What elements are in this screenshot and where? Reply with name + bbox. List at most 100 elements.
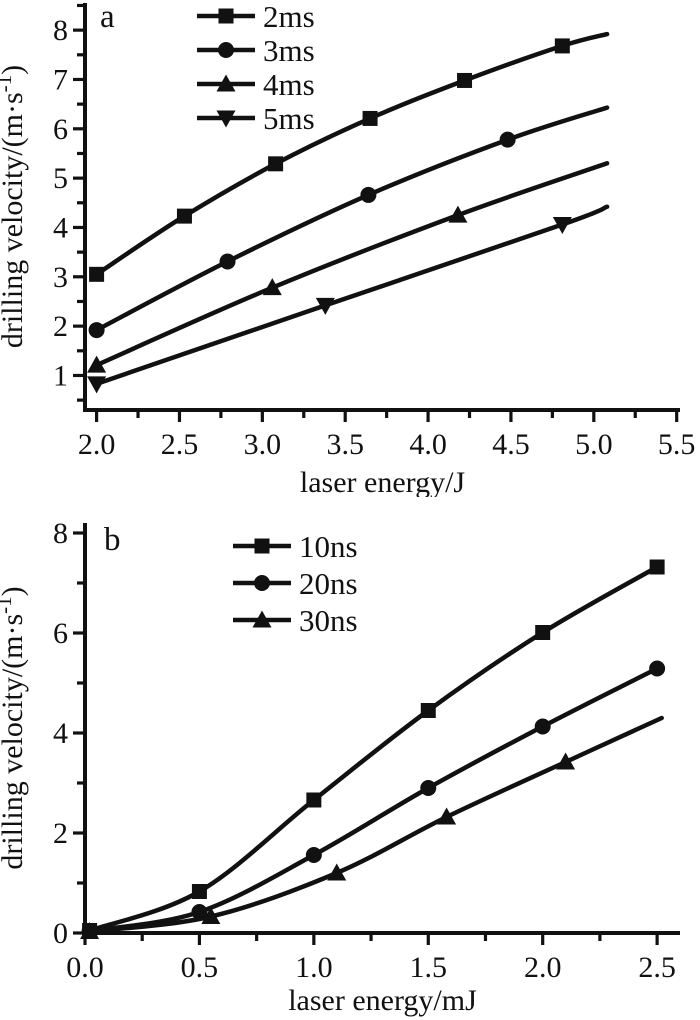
x-tick-label: 0.5	[181, 951, 219, 984]
legend-marker-triangle-down	[216, 110, 236, 128]
legend-marker-triangle-up	[216, 74, 236, 92]
x-tick-label: 2.0	[78, 428, 116, 461]
series-20ns-marker	[649, 660, 666, 677]
series-10ns-marker	[306, 792, 322, 808]
series-30ns-marker	[201, 907, 221, 924]
series-10ns-line	[87, 564, 660, 933]
tick-labels: 0.0 0.5 1.0 1.5 2.0 2.5 0 2 4 6 8	[53, 517, 676, 984]
panel-label: b	[104, 522, 121, 558]
legend-entry-4ms: 4ms	[197, 67, 315, 102]
series-2ms-marker	[176, 208, 192, 224]
axes	[83, 523, 680, 935]
series-5ms	[87, 204, 610, 394]
series-2ms	[89, 31, 610, 282]
series-2ms-line	[94, 31, 610, 277]
x-tick-label: 5.5	[658, 428, 696, 461]
legend-label: 10ns	[299, 529, 358, 564]
x-tick-label: 2.5	[638, 951, 676, 984]
legend-marker-circle	[218, 42, 234, 58]
legend-entry-2ms: 2ms	[197, 0, 315, 34]
y-tick-label: 8	[53, 517, 68, 550]
y-tick-label: 4	[53, 717, 68, 750]
y-tick-label: 2	[53, 817, 68, 850]
y-axis-label: drilling velocity/(m·s-1)	[0, 586, 29, 869]
x-tick-label: 1.5	[410, 951, 448, 984]
tick-labels: 2.0 2.5 3.0 3.5 4.0 4.5 5.0 5.5 1 2 3 4 5 6 7 8	[53, 14, 695, 461]
legend-marker-triangle-up	[252, 610, 272, 628]
y-tick-label: 8	[53, 14, 68, 47]
x-axis-label: laser energy/mJ	[288, 984, 477, 1017]
x-tick-label: 3.5	[326, 428, 364, 461]
y-axis-label: drilling velocity/(m·s-1)	[0, 65, 29, 348]
legend-label: 4ms	[263, 67, 315, 102]
legend-entry-30ns: 30ns	[233, 603, 358, 638]
series-5ms-line	[94, 204, 610, 387]
series-2ms-marker	[268, 156, 284, 172]
legend-label: 5ms	[263, 101, 315, 136]
series-3ms-marker	[360, 186, 377, 203]
series-30ns	[80, 715, 664, 939]
y-tick-label: 2	[53, 310, 68, 343]
y-tick-label: 6	[53, 617, 68, 650]
y-tick-label: 6	[53, 113, 68, 146]
y-tick-label: 5	[53, 162, 68, 195]
series-30ns-marker	[80, 922, 100, 939]
legend-entry-10ns: 10ns	[233, 529, 358, 564]
x-tick-label: 0.0	[66, 951, 104, 984]
series-3ms-marker	[499, 131, 516, 148]
series-3ms-marker	[219, 253, 236, 270]
series-10ns-marker	[649, 559, 665, 575]
series-20ns	[81, 660, 666, 939]
series-30ns-line	[87, 715, 664, 934]
panel-a: 2.0 2.5 3.0 3.5 4.0 4.5 5.0 5.5 1 2 3 4 5 6 7 8 laser en…	[0, 0, 700, 497]
series-4ms-marker	[87, 355, 107, 373]
series-10ns-marker	[535, 625, 551, 640]
series-5ms-marker	[315, 297, 335, 315]
legend-marker-circle	[254, 575, 270, 591]
legend-entry-3ms: 3ms	[197, 33, 315, 68]
series-2ms-marker	[89, 266, 105, 282]
series-4ms-line	[94, 161, 610, 368]
series-2ms-marker	[457, 72, 473, 88]
series-20ns-marker	[534, 718, 551, 735]
x-tick-label: 2.5	[161, 428, 199, 461]
series-20ns-marker	[420, 780, 437, 796]
x-tick-label: 3.0	[244, 428, 282, 461]
y-tick-label: 7	[53, 63, 68, 96]
legend-label: 20ns	[299, 566, 358, 601]
series-4ms	[87, 161, 610, 373]
series-10ns	[82, 559, 665, 938]
y-tick-label: 4	[53, 211, 68, 244]
series-3ms-marker	[88, 322, 105, 339]
legend-entry-5ms: 5ms	[197, 101, 315, 136]
x-tick-label: 2.0	[524, 951, 562, 984]
panel-label: a	[100, 0, 115, 35]
chart-a-drilling-velocity-vs-laser-energy-J: 2.0 2.5 3.0 3.5 4.0 4.5 5.0 5.5 1 2 3 4 5 6 7 8 laser en…	[0, 0, 695, 497]
x-tick-label: 1.0	[295, 951, 333, 984]
ticks	[73, 531, 659, 945]
x-tick-label: 4.5	[492, 428, 530, 461]
series-4ms-marker	[448, 205, 468, 223]
series-5ms-marker	[87, 376, 107, 394]
x-axis-label: laser energy/J	[300, 466, 466, 497]
axes	[83, 3, 680, 412]
series-20ns-marker	[305, 847, 322, 863]
legend-label: 3ms	[263, 33, 315, 68]
legend-marker-square	[218, 8, 234, 24]
series-3ms	[88, 105, 610, 339]
series-30ns-marker	[437, 807, 457, 825]
series-2ms-marker	[554, 38, 570, 54]
series-5ms-marker	[552, 217, 572, 235]
y-tick-label: 3	[53, 261, 68, 294]
series-4ms-marker	[262, 278, 282, 296]
series-30ns-marker	[327, 863, 347, 881]
series-20ns-line	[87, 666, 660, 934]
x-tick-label: 5.0	[575, 428, 613, 461]
series-10ns-marker	[420, 703, 436, 718]
series-10ns-marker	[191, 884, 207, 899]
x-tick-label: 4.0	[409, 428, 447, 461]
series-30ns-marker	[556, 752, 576, 770]
